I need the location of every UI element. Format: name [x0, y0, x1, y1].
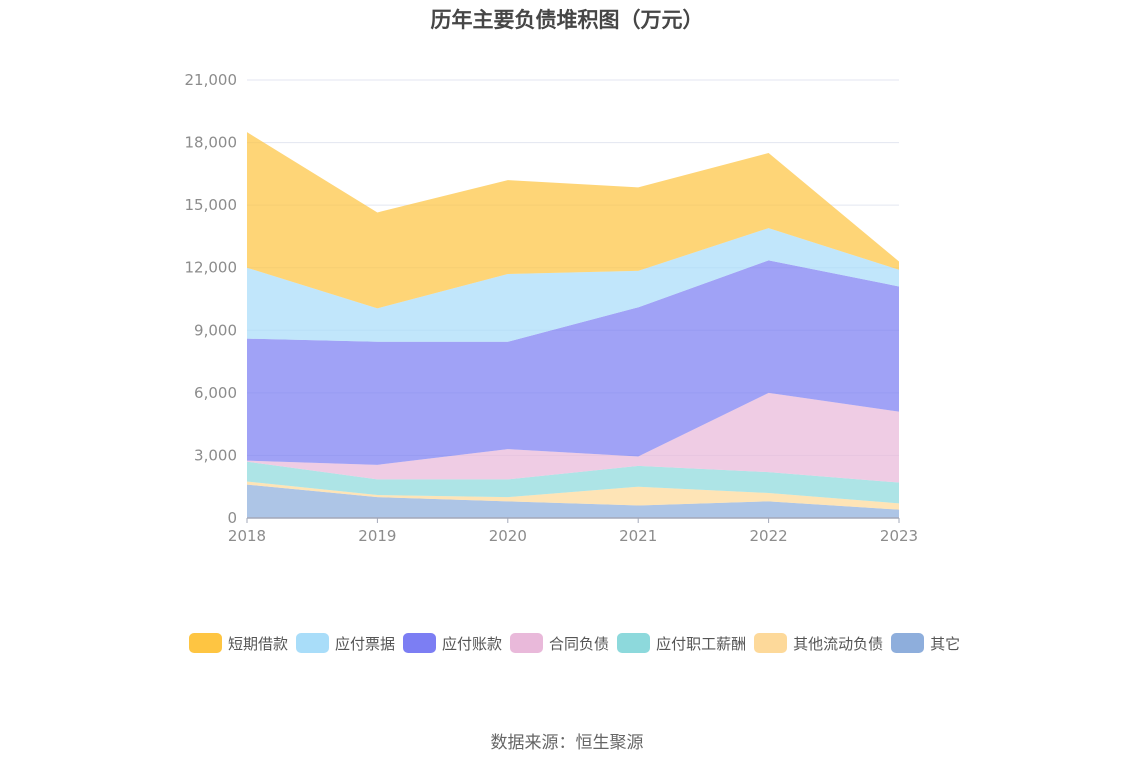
area-series-2[interactable]: [247, 461, 899, 504]
area-series-layer: [247, 132, 899, 518]
legend-label: 短期借款: [228, 634, 289, 653]
legend-swatch: [296, 633, 330, 653]
legend-swatch: [403, 633, 437, 653]
x-tick-label: 2022: [750, 527, 788, 545]
data-source-note: 数据来源：恒生聚源: [490, 733, 644, 753]
legend-item[interactable]: 应付账款: [403, 632, 502, 654]
legend-label: 应付职工薪酬: [656, 634, 747, 653]
legend-item[interactable]: 合同负债: [510, 632, 609, 654]
chart-title: 历年主要负债堆积图（万元）: [430, 8, 704, 32]
legend-label: 其它: [930, 634, 961, 653]
area-series-4[interactable]: [247, 260, 899, 465]
y-tick-label: 18,000: [185, 134, 238, 152]
x-tick-label: 2020: [489, 527, 527, 545]
legend-swatch: [891, 633, 925, 653]
legend-item[interactable]: 其他流动负债: [754, 632, 883, 654]
area-series-3[interactable]: [247, 392, 899, 483]
x-tick-label: 2021: [619, 527, 657, 545]
legend: 短期借款 应付票据 应付账款 合同负债 应付职工薪酬 其他流动负债 其它: [189, 632, 989, 664]
y-tick-label: 0: [227, 509, 237, 527]
area-series-6[interactable]: [247, 132, 899, 309]
legend-label: 应付票据: [335, 634, 396, 653]
y-tick-label: 12,000: [185, 259, 238, 277]
y-tick-label: 21,000: [185, 71, 238, 89]
legend-label: 应付账款: [442, 634, 503, 653]
x-tick-label: 2023: [880, 527, 918, 545]
legend-item[interactable]: 其它: [891, 632, 960, 654]
legend-item[interactable]: 短期借款: [189, 632, 288, 654]
legend-swatch: [754, 633, 788, 653]
y-tick-label: 6,000: [194, 384, 237, 402]
legend-swatch: [617, 633, 651, 653]
legend-swatch: [189, 633, 222, 653]
x-tick-label: 2019: [358, 527, 396, 545]
area-series-0[interactable]: [247, 484, 899, 518]
x-tick-label: 2018: [228, 527, 266, 545]
y-tick-label: 3,000: [194, 446, 237, 464]
y-tick-label: 15,000: [185, 196, 238, 214]
legend-item[interactable]: 应付票据: [296, 632, 395, 654]
y-tick-label: 9,000: [194, 321, 237, 339]
legend-swatch: [510, 633, 544, 653]
legend-item[interactable]: 应付职工薪酬: [617, 632, 746, 654]
area-series-1[interactable]: [247, 481, 899, 510]
axes: 0 3,000 6,000 9,000 12,000 15,000 18,000 21,000…: [185, 71, 919, 545]
stacked-area-chart: 0 3,000 6,000 9,000 12,000 15,000 18,000 21,000…: [185, 71, 919, 545]
area-series-5[interactable]: [247, 228, 899, 342]
legend-label: 合同负债: [549, 634, 610, 653]
legend-label: 其他流动负债: [793, 634, 884, 653]
